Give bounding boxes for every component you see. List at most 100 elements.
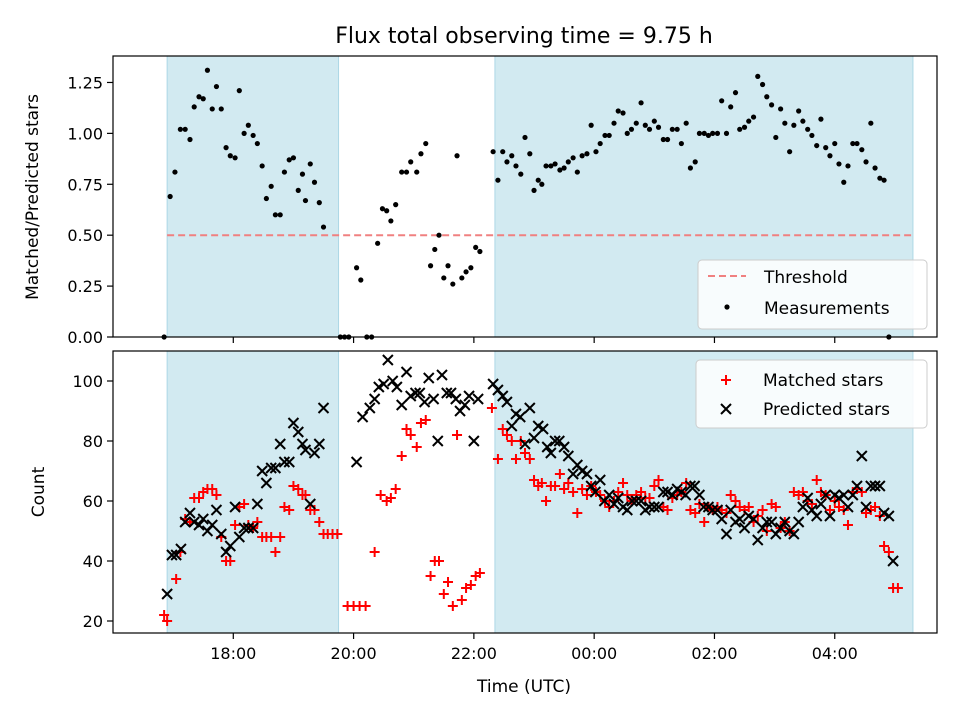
predicted-star-point <box>175 543 187 555</box>
measurement-point <box>548 163 554 169</box>
measurement-point <box>773 134 779 141</box>
measurement-point <box>570 155 576 161</box>
predicted-star-point <box>874 480 886 492</box>
matched-star-point <box>207 484 218 494</box>
measurements-series <box>161 67 892 340</box>
predicted-star-point <box>761 516 773 528</box>
predicted-star-point <box>537 423 549 435</box>
predicted-star-point <box>468 435 480 447</box>
measurement-point <box>705 132 712 139</box>
measurement-point <box>177 126 183 132</box>
matched-star-point <box>699 517 710 527</box>
matched-star-point <box>536 478 547 488</box>
predicted-star-point <box>847 489 859 501</box>
matched-star-point <box>524 454 535 464</box>
matched-star-point <box>856 487 867 497</box>
measurement-point <box>209 106 215 112</box>
predicted-star-point <box>541 441 553 453</box>
predicted-star-point <box>377 378 390 390</box>
measurement-point <box>696 130 703 136</box>
measurement-point <box>859 147 865 153</box>
measurement-point <box>504 159 510 165</box>
measurement-point <box>432 246 438 253</box>
measurement-point <box>414 169 420 175</box>
predicted-star-point <box>869 480 881 492</box>
measurement-point <box>877 175 883 181</box>
matched-star-point <box>730 496 741 506</box>
measurement-point <box>450 281 456 287</box>
matched-star-point <box>230 520 241 530</box>
measurement-point <box>764 94 770 100</box>
measurement-point <box>651 118 657 124</box>
matched-star-point <box>411 442 422 452</box>
predicted-star-point <box>860 501 872 513</box>
measurement-point <box>611 120 617 126</box>
predicted-star-point <box>842 501 854 513</box>
legend-predicted-label: Predicted stars <box>763 400 890 420</box>
measurement-point <box>196 94 202 100</box>
measurement-point <box>227 153 233 159</box>
matched-star-point <box>456 595 467 605</box>
predicted-star-point <box>166 549 178 561</box>
measurement-point <box>692 159 698 165</box>
predicted-star-point <box>220 546 232 558</box>
measurement-point <box>307 161 313 167</box>
predicted-star-point <box>395 399 408 411</box>
measurement-point <box>358 277 364 283</box>
matched-star-point <box>447 601 458 611</box>
measurement-point <box>755 73 761 79</box>
predicted-star-point <box>386 375 399 387</box>
legend-threshold-label: Threshold <box>763 268 848 288</box>
matched-star-point <box>870 502 881 512</box>
measurement-point <box>388 218 394 224</box>
measurement-point <box>588 122 594 128</box>
predicted-star-point <box>603 489 615 501</box>
predicted-star-point <box>519 438 531 450</box>
y-tick-label: 0.75 <box>67 175 103 194</box>
predicted-star-point <box>364 402 376 414</box>
measurement-point <box>741 124 748 130</box>
measurement-point <box>477 248 483 255</box>
predicted-star-point <box>414 387 426 399</box>
measurement-point <box>311 179 318 185</box>
matched-star-point <box>369 547 380 557</box>
predicted-star-point <box>797 501 809 513</box>
predicted-star-point <box>792 516 805 528</box>
measurement-point <box>441 275 447 281</box>
measurement-point <box>468 265 474 271</box>
predicted-star-point <box>788 528 800 540</box>
measurement-point <box>881 177 887 183</box>
matched-star-point <box>465 580 476 590</box>
top-plot-frame <box>112 55 938 338</box>
measurement-point <box>669 126 675 132</box>
matched-star-point <box>159 610 170 620</box>
top-legend: Threshold Measurements <box>697 259 928 330</box>
measurement-point <box>809 132 815 139</box>
predicted-star-point <box>801 492 814 504</box>
matched-star-point <box>618 478 629 488</box>
measurement-point <box>574 169 580 175</box>
y-tick-label: 1.25 <box>67 73 103 92</box>
predicted-star-point <box>581 468 593 480</box>
matched-star-point <box>401 424 412 434</box>
matched-star-point <box>266 532 277 542</box>
predicted-star-point <box>350 456 363 468</box>
measurement-point <box>250 132 256 139</box>
measurement-point <box>584 151 590 157</box>
measurement-point <box>522 134 528 141</box>
predicted-star-point <box>427 393 440 405</box>
measurement-point <box>167 193 173 200</box>
matched-star-point <box>559 484 570 494</box>
x-tick-label: 02:00 <box>691 644 737 663</box>
bottom-plot-frame <box>112 350 938 634</box>
matched-star-point <box>520 448 530 458</box>
predicted-star-point <box>317 402 330 414</box>
measurement-point <box>379 206 386 212</box>
y-tick-label: 60 <box>83 492 103 511</box>
measurement-point <box>408 159 414 165</box>
matched-star-point <box>879 541 890 551</box>
predicted-star-point <box>436 369 448 381</box>
matched-star-point <box>284 505 295 515</box>
measurement-point <box>655 124 662 130</box>
matched-star-point <box>171 574 182 584</box>
